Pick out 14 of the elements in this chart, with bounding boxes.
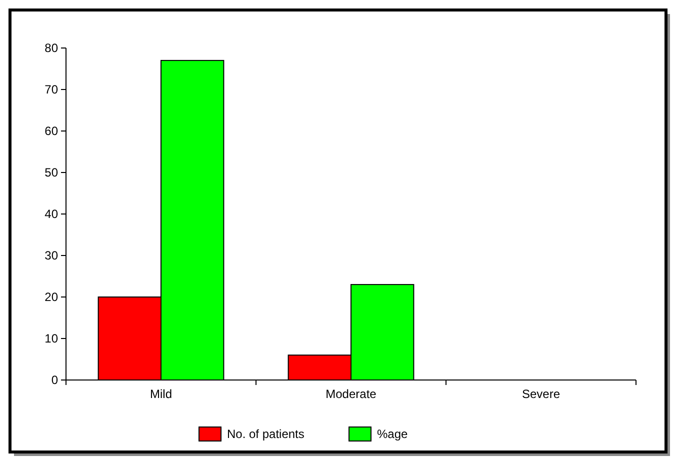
y-tick-label: 0: [51, 373, 58, 388]
y-tick-label: 60: [44, 124, 58, 138]
legend-label: No. of patients: [227, 427, 304, 442]
y-tick-label: 70: [44, 82, 58, 97]
y-tick-label: 30: [44, 248, 58, 263]
y-tick-label: 10: [44, 332, 58, 346]
y-tick-label: 50: [44, 166, 58, 180]
x-tick-label: Mild: [150, 387, 172, 401]
y-tick-label: 20: [44, 290, 58, 304]
y-tick-label: 40: [44, 207, 58, 222]
y-tick-label: 80: [44, 41, 58, 56]
x-tick-label: Severe: [522, 387, 560, 401]
x-tick-label: Moderate: [326, 387, 377, 401]
legend-label: %age: [377, 427, 408, 442]
